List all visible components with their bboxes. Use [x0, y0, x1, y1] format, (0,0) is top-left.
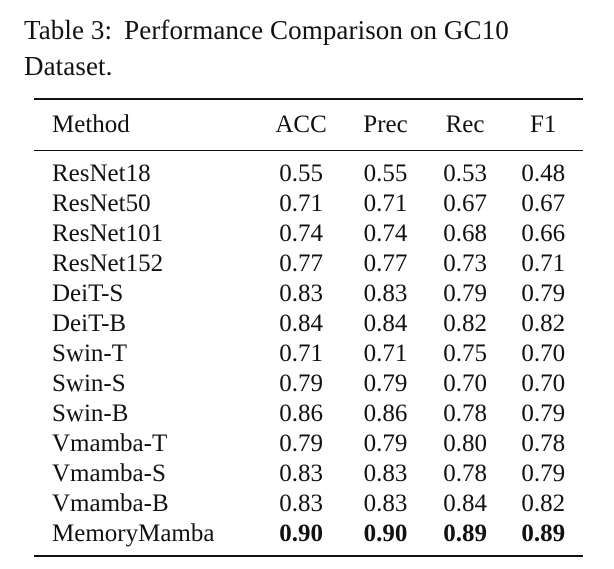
cell-rec: 0.70: [443, 370, 487, 397]
cell-prec: 0.84: [363, 310, 408, 337]
table-body: ResNet18 0.55 0.55 0.53 0.48 ResNet50 0.71 0.71…: [34, 151, 583, 556]
table-row: Vmamba-T 0.79 0.79 0.80 0.78: [34, 429, 583, 459]
cell-method: Vmamba-B: [52, 490, 169, 517]
cell-method: DeiT-S: [52, 280, 124, 307]
cell-f1: 0.66: [521, 220, 566, 247]
table-row: Vmamba-B 0.83 0.83 0.84 0.82: [34, 489, 583, 519]
cell-method: Vmamba-S: [52, 460, 166, 487]
table-row: MemoryMamba 0.90 0.90 0.89 0.89: [34, 519, 583, 556]
header-f1: F1: [530, 111, 557, 138]
cell-acc: 0.83: [279, 490, 323, 517]
cell-method: DeiT-B: [52, 310, 127, 337]
cell-prec: 0.79: [363, 430, 408, 457]
cell-rec: 0.67: [443, 190, 487, 217]
table-row: ResNet50 0.71 0.71 0.67 0.67: [34, 189, 583, 219]
table-row: Swin-B 0.86 0.86 0.78 0.79: [34, 399, 583, 429]
cell-f1: 0.71: [521, 250, 566, 277]
table-row: Vmamba-S 0.83 0.83 0.78 0.79: [34, 459, 583, 489]
cell-rec: 0.73: [443, 250, 487, 277]
cell-prec: 0.79: [363, 370, 408, 397]
table-header-row: Method ACC Prec Rec F1: [34, 99, 583, 151]
cell-acc: 0.86: [279, 400, 323, 427]
cell-f1: 0.67: [521, 190, 566, 217]
cell-rec: 0.75: [443, 340, 487, 367]
cell-f1: 0.79: [521, 460, 566, 487]
cell-f1: 0.82: [521, 310, 566, 337]
cell-method: MemoryMamba: [52, 520, 215, 547]
cell-prec: 0.55: [363, 160, 408, 187]
cell-f1: 0.82: [521, 490, 566, 517]
cell-rec: 0.84: [443, 490, 487, 517]
cell-f1: 0.78: [521, 430, 566, 457]
cell-rec: 0.80: [443, 430, 487, 457]
cell-rec: 0.78: [443, 460, 487, 487]
table-caption: Table 3: Performance Comparison on GC10 D…: [24, 12, 604, 84]
cell-method: ResNet18: [52, 160, 151, 187]
table-row: ResNet101 0.74 0.74 0.68 0.66: [34, 219, 583, 249]
cell-rec: 0.53: [443, 160, 487, 187]
cell-f1: 0.70: [521, 370, 566, 397]
cell-acc: 0.71: [279, 190, 323, 217]
table-row: DeiT-S 0.83 0.83 0.79 0.79: [34, 279, 583, 309]
table-row: Swin-S 0.79 0.79 0.70 0.70: [34, 369, 583, 399]
cell-rec: 0.82: [443, 310, 487, 337]
cell-acc: 0.83: [279, 460, 323, 487]
header-acc: ACC: [275, 111, 327, 138]
cell-rec: 0.79: [443, 280, 487, 307]
cell-prec: 0.71: [363, 340, 408, 367]
header-method: Method: [52, 111, 130, 138]
cell-acc: 0.55: [279, 160, 323, 187]
cell-acc: 0.90: [279, 520, 323, 547]
cell-rec: 0.68: [443, 220, 487, 247]
cell-prec: 0.83: [363, 460, 408, 487]
cell-method: Swin-S: [52, 370, 126, 397]
cell-prec: 0.83: [363, 490, 408, 517]
cell-acc: 0.84: [279, 310, 323, 337]
table-row: ResNet152 0.77 0.77 0.73 0.71: [34, 249, 583, 279]
cell-method: ResNet50: [52, 190, 151, 217]
cell-acc: 0.71: [279, 340, 323, 367]
cell-prec: 0.86: [363, 400, 408, 427]
cell-method: Vmamba-T: [52, 430, 168, 457]
cell-prec: 0.77: [363, 250, 408, 277]
cell-method: Swin-B: [52, 400, 129, 427]
header-prec: Prec: [363, 111, 408, 138]
cell-acc: 0.83: [279, 280, 323, 307]
table-row: ResNet18 0.55 0.55 0.53 0.48: [34, 151, 583, 190]
cell-acc: 0.79: [279, 430, 323, 457]
header-rec: Rec: [445, 111, 485, 138]
cell-f1: 0.79: [521, 400, 566, 427]
cell-acc: 0.79: [279, 370, 323, 397]
cell-prec: 0.83: [363, 280, 408, 307]
table-row: DeiT-B 0.84 0.84 0.82 0.82: [34, 309, 583, 339]
cell-f1: 0.89: [521, 520, 566, 547]
cell-prec: 0.90: [363, 520, 408, 547]
cell-acc: 0.74: [279, 220, 323, 247]
cell-acc: 0.77: [279, 250, 323, 277]
results-table-container: Method ACC Prec Rec F1 ResNet18 0.55 0.55 0…: [34, 98, 583, 557]
cell-prec: 0.74: [363, 220, 408, 247]
cell-method: ResNet152: [52, 250, 164, 277]
cell-method: Swin-T: [52, 340, 127, 367]
cell-f1: 0.70: [521, 340, 566, 367]
table-caption-text: Performance Comparison on GC10 Dataset.: [24, 15, 509, 81]
cell-f1: 0.48: [521, 160, 566, 187]
table-row: Swin-T 0.71 0.71 0.75 0.70: [34, 339, 583, 369]
results-table: Method ACC Prec Rec F1 ResNet18 0.55 0.55 0…: [34, 98, 583, 557]
cell-rec: 0.89: [443, 520, 487, 547]
cell-rec: 0.78: [443, 400, 487, 427]
table-caption-label: Table 3:: [24, 15, 113, 45]
cell-method: ResNet101: [52, 220, 164, 247]
cell-f1: 0.79: [521, 280, 566, 307]
cell-prec: 0.71: [363, 190, 408, 217]
